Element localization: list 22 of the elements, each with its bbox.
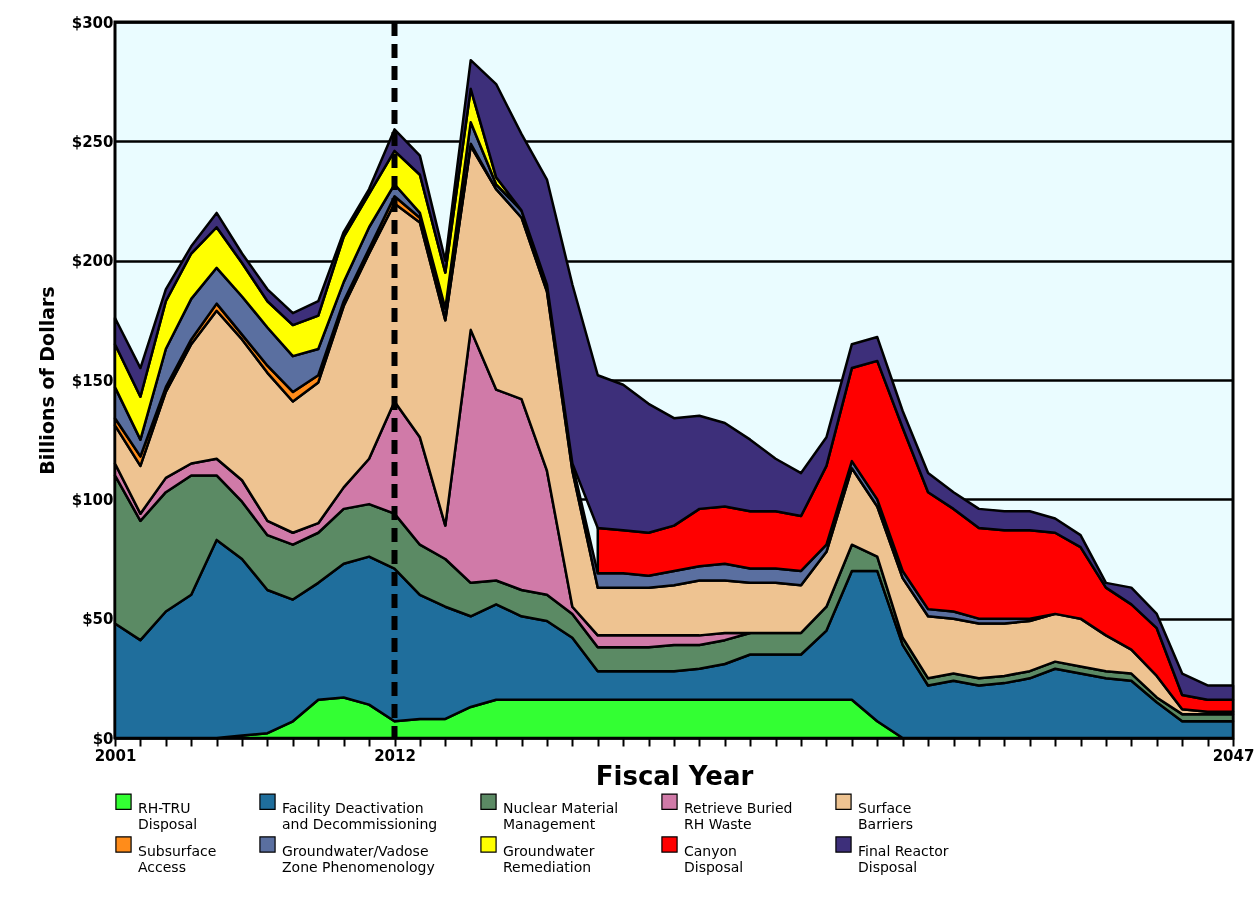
y-tick-label: $150 xyxy=(71,371,114,390)
y-tick-label: $200 xyxy=(71,252,114,271)
x-tick-label: 2012 xyxy=(374,746,416,765)
legend-label: RH-TRU Disposal xyxy=(138,799,198,832)
y-axis-title: Billions of Dollars xyxy=(35,286,58,475)
x-axis-title: Fiscal Year xyxy=(595,760,754,791)
legend-label: Groundwater Remediation xyxy=(503,842,595,875)
y-tick-label: $50 xyxy=(82,610,114,629)
x-tick-label: 2047 xyxy=(1212,746,1255,765)
y-tick-label: $300 xyxy=(71,13,114,32)
legend-label: Groundwater/Vadose Zone Phenomenology xyxy=(282,842,435,875)
legend-label: Canyon Disposal xyxy=(684,842,744,875)
legend-label: Retrieve Buried RH Waste xyxy=(684,799,793,832)
legend-label: Subsurface Access xyxy=(138,842,217,875)
legend-label: Final Reactor Disposal xyxy=(858,842,949,875)
y-tick-label: $0 xyxy=(92,729,114,748)
legend-label: Surface Barriers xyxy=(858,799,914,832)
legend-label: Facility Deactivation and Decommissioning xyxy=(282,799,438,832)
legend-label: Nuclear Material Management xyxy=(503,799,619,832)
y-tick-label: $250 xyxy=(71,132,114,151)
y-tick-label: $100 xyxy=(71,490,114,509)
x-tick-label: 2001 xyxy=(94,746,137,765)
